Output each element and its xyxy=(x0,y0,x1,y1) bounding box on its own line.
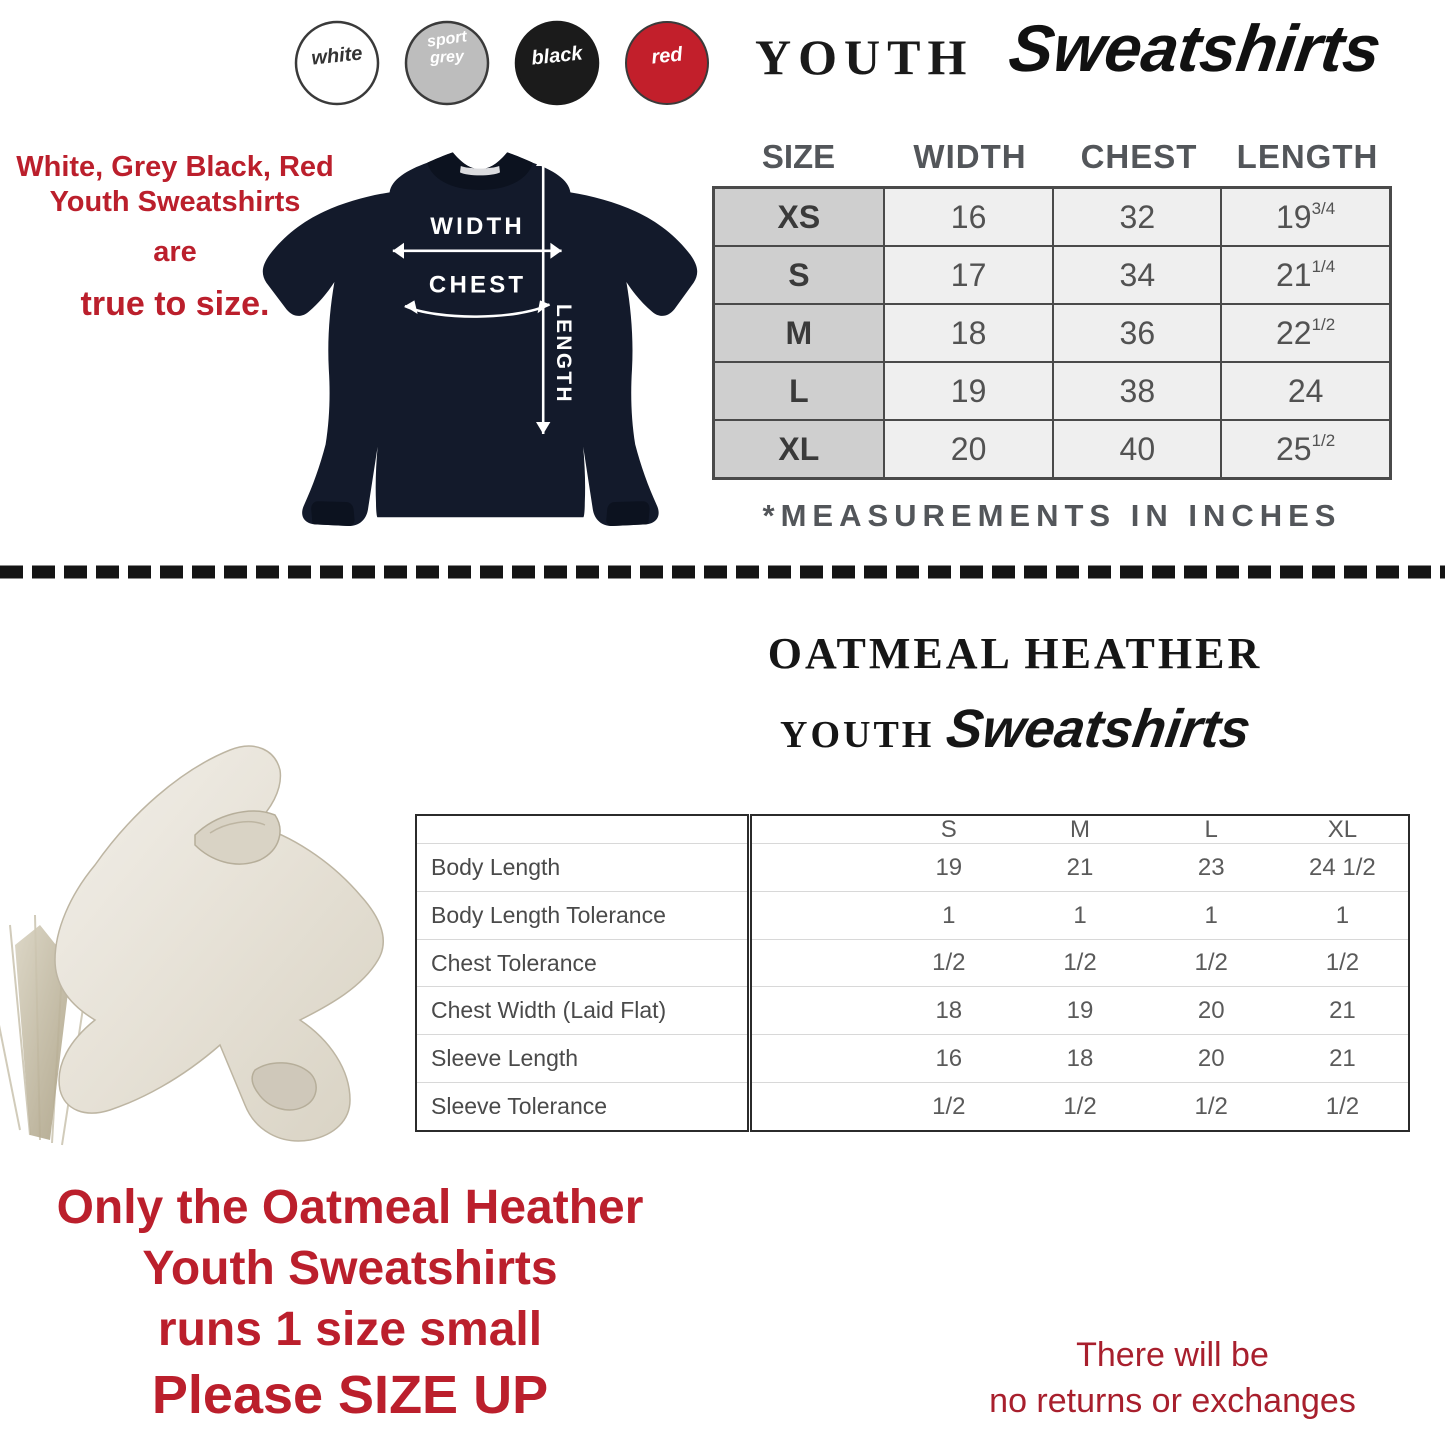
svg-text:WIDTH: WIDTH xyxy=(430,213,525,240)
svg-text:LENGTH: LENGTH xyxy=(552,304,575,404)
svg-text:CHEST: CHEST xyxy=(429,271,526,298)
